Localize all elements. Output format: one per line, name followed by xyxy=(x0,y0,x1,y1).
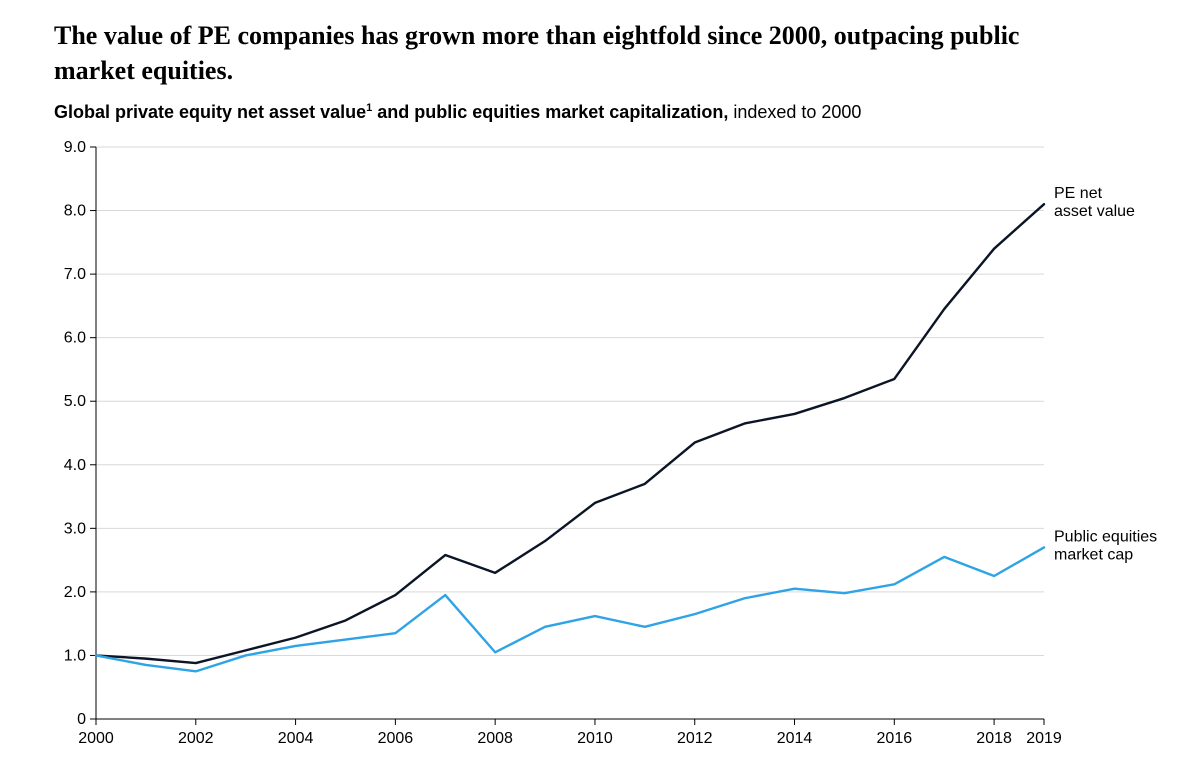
x-tick-label: 2018 xyxy=(976,730,1012,747)
y-tick-label: 1.0 xyxy=(64,648,86,665)
x-tick-label: 2008 xyxy=(477,730,513,747)
series-label-pe_nav: asset value xyxy=(1054,203,1135,220)
subtitle-light: indexed to 2000 xyxy=(728,102,861,122)
x-tick-label: 2000 xyxy=(78,730,114,747)
series-label-public_mcap: market cap xyxy=(1054,547,1133,564)
y-tick-label: 2.0 xyxy=(64,584,86,601)
chart-subtitle: Global private equity net asset value1 a… xyxy=(54,102,1170,123)
series-label-public_mcap: Public equities xyxy=(1054,529,1157,546)
series-line-pe_nav xyxy=(96,204,1044,663)
y-tick-label: 5.0 xyxy=(64,393,86,410)
x-tick-label: 2016 xyxy=(877,730,913,747)
chart-svg: 0 1.0 2.0 3.0 4.0 5.0 6.0 7.0 8.0 9.0 2000 2002 2004… xyxy=(54,129,1164,759)
x-tick-label: 2002 xyxy=(178,730,214,747)
x-tick-label: 2019 xyxy=(1026,730,1062,747)
subtitle-bold-1: Global private equity net asset value xyxy=(54,102,366,122)
y-tick-label: 0 xyxy=(77,711,86,728)
subtitle-bold-2: and public equities market capitalizatio… xyxy=(372,102,728,122)
y-tick-label: 4.0 xyxy=(64,457,86,474)
y-tick-label: 7.0 xyxy=(64,266,86,283)
x-tick-label: 2006 xyxy=(378,730,414,747)
y-tick-label: 3.0 xyxy=(64,521,86,538)
chart-page: The value of PE companies has grown more… xyxy=(0,0,1200,771)
x-tick-label: 2010 xyxy=(577,730,613,747)
y-tick-label: 9.0 xyxy=(64,139,86,156)
chart-title: The value of PE companies has grown more… xyxy=(54,18,1104,88)
y-tick-label: 6.0 xyxy=(64,330,86,347)
x-tick-label: 2012 xyxy=(677,730,713,747)
x-tick-label: 2004 xyxy=(278,730,314,747)
x-tick-label: 2014 xyxy=(777,730,813,747)
line-chart: 0 1.0 2.0 3.0 4.0 5.0 6.0 7.0 8.0 9.0 2000 2002 2004… xyxy=(54,129,1164,759)
series-label-pe_nav: PE net xyxy=(1054,185,1103,202)
y-tick-label: 8.0 xyxy=(64,203,86,220)
